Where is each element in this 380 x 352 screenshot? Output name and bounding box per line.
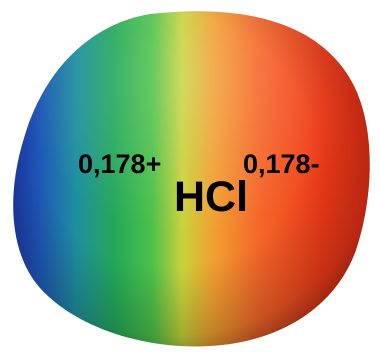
- partial-charge-hydrogen-label: 0,178+: [78, 149, 162, 179]
- partial-charge-chlorine-label: 0,178-: [243, 149, 320, 179]
- molecule-formula-label: HCl: [174, 173, 249, 221]
